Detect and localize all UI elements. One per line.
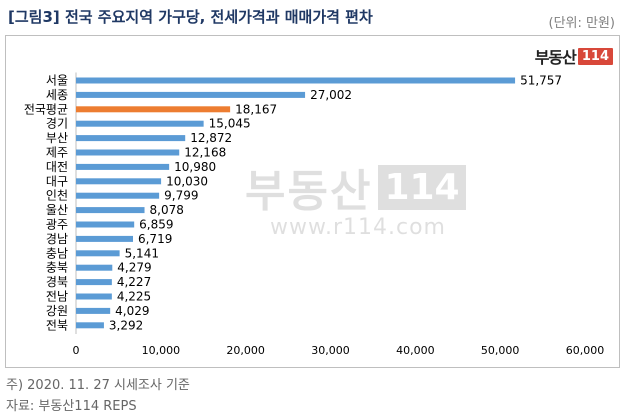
bar: [76, 207, 145, 214]
category-label: 인천: [46, 188, 68, 203]
category-label: 경북: [46, 275, 68, 289]
category-label: 세종: [46, 88, 68, 102]
logo-text: 부동산: [534, 48, 577, 67]
watermark-url: www.r114.com: [270, 215, 446, 240]
watermark: 부동산 114: [245, 155, 466, 219]
data-label: 8,078: [150, 203, 184, 217]
data-label: 12,872: [190, 131, 232, 145]
brand-logo: 부동산 114: [535, 44, 613, 68]
bar: [76, 264, 113, 271]
category-label: 충북: [46, 261, 68, 275]
category-label: 울산: [46, 203, 68, 217]
bar: [76, 192, 160, 199]
bar: [76, 279, 112, 286]
data-label: 4,225: [117, 290, 151, 304]
data-label: 6,719: [138, 232, 172, 246]
category-label: 경남: [46, 232, 68, 246]
data-label: 5,141: [125, 246, 159, 260]
x-tick-label: 10,000: [142, 344, 181, 357]
data-label: 51,757: [520, 74, 562, 88]
x-tick-label: 50,000: [481, 344, 520, 357]
bar: [76, 163, 170, 170]
data-label: 4,029: [115, 304, 149, 318]
bar: [76, 149, 180, 156]
data-label: 4,279: [117, 261, 151, 275]
data-label: 15,045: [209, 117, 251, 131]
bar: [76, 250, 120, 257]
logo-number: 114: [577, 47, 613, 65]
chart-title: [그림3] 전국 주요지역 가구당, 전세가격과 매매가격 편차: [8, 8, 373, 26]
bar: [76, 77, 516, 84]
category-label: 전북: [46, 318, 68, 332]
x-tick-label: 40,000: [396, 344, 435, 357]
category-label: 경기: [46, 117, 68, 131]
x-tick-label: 0: [73, 344, 80, 357]
watermark-text: 부동산: [245, 166, 373, 217]
category-label: 제주: [46, 146, 68, 160]
data-label: 9,799: [164, 189, 198, 203]
footnote-source: 자료: 부동산114 REPS: [6, 399, 137, 414]
data-label: 4,227: [117, 275, 151, 289]
bar: [76, 106, 231, 113]
footnote-date: 주) 2020. 11. 27 시세조사 기준: [6, 378, 190, 393]
bar: [76, 178, 162, 185]
data-label: 12,168: [184, 146, 226, 160]
category-label: 전남: [46, 290, 68, 304]
bar: [76, 322, 104, 329]
category-label: 서울: [46, 74, 68, 88]
watermark-number: 114: [378, 164, 466, 210]
data-label: 6,859: [139, 218, 173, 232]
category-label: 강원: [46, 304, 68, 318]
bar: [76, 135, 186, 142]
data-label: 27,002: [310, 88, 352, 102]
category-label: 충남: [46, 246, 68, 260]
x-tick-label: 30,000: [311, 344, 350, 357]
bar: [76, 235, 133, 242]
category-label: 전국평균: [24, 102, 68, 116]
category-label: 부산: [46, 131, 68, 145]
category-label: 대구: [46, 174, 68, 188]
bar: [76, 293, 112, 300]
data-label: 10,980: [174, 160, 216, 174]
data-label: 3,292: [109, 318, 143, 332]
data-label: 10,030: [166, 174, 208, 188]
data-label: 18,167: [235, 102, 277, 116]
unit-label: (단위: 만원): [548, 16, 616, 31]
category-label: 대전: [46, 160, 68, 174]
bar: [76, 91, 306, 98]
x-tick-label: 20,000: [226, 344, 265, 357]
category-label: 광주: [46, 218, 68, 232]
bar: [76, 120, 204, 127]
chart-frame: [5, 35, 620, 368]
x-tick-label: 60,000: [566, 344, 605, 357]
bar: [76, 307, 111, 314]
bar: [76, 221, 135, 228]
